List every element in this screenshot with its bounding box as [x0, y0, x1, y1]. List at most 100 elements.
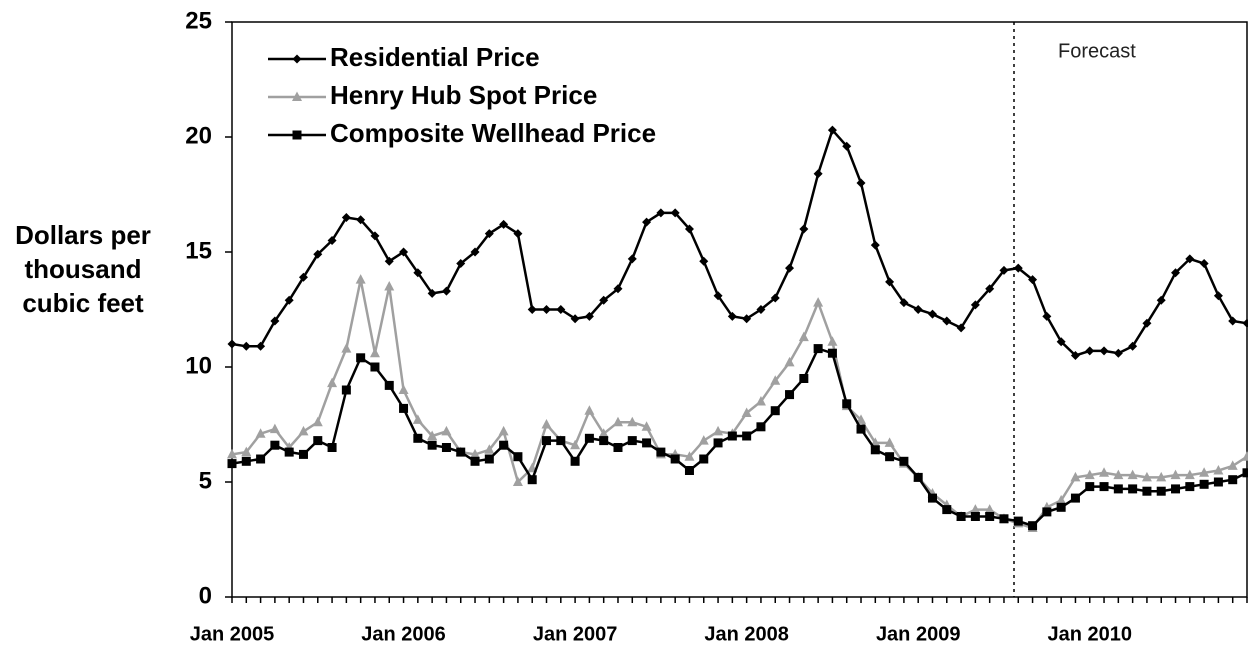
data-point: [270, 440, 280, 450]
data-point: [527, 475, 537, 485]
data-point: [1056, 337, 1066, 347]
x-tick-label: Jan 2009: [876, 623, 961, 645]
data-point: [999, 514, 1009, 524]
data-point: [570, 456, 580, 466]
data-point: [784, 356, 795, 367]
data-point: [842, 399, 852, 409]
data-point: [1113, 348, 1123, 358]
data-point: [713, 425, 724, 436]
data-point: [742, 314, 752, 324]
data-point: [770, 293, 780, 303]
data-point: [1028, 521, 1038, 531]
data-point: [1028, 275, 1038, 285]
data-point: [942, 316, 952, 326]
data-point: [1156, 486, 1166, 496]
data-point: [999, 265, 1009, 275]
data-point: [513, 229, 523, 239]
data-point: [856, 424, 866, 434]
data-point: [412, 414, 423, 424]
data-point: [1099, 346, 1109, 356]
data-point: [227, 339, 237, 349]
data-point: [598, 428, 609, 438]
y-tick-label: 20: [185, 122, 212, 149]
data-point: [642, 438, 652, 448]
data-point: [413, 433, 423, 443]
data-point: [1085, 482, 1095, 492]
data-point: [670, 208, 680, 218]
data-point: [1142, 486, 1152, 496]
data-point: [884, 437, 895, 447]
data-point: [913, 305, 923, 314]
data-point: [356, 215, 366, 225]
data-point: [870, 240, 880, 250]
data-point: [1228, 316, 1238, 326]
data-point: [1184, 469, 1195, 480]
data-point: [256, 454, 266, 464]
forecast-annotation: Forecast: [1058, 40, 1136, 62]
data-point: [827, 125, 837, 135]
data-point: [384, 281, 395, 291]
data-point: [341, 343, 352, 353]
data-point: [727, 311, 737, 321]
data-point: [770, 375, 781, 385]
data-point: [1156, 471, 1167, 482]
data-point: [756, 422, 766, 432]
data-point: [899, 456, 909, 466]
data-point: [298, 425, 309, 436]
data-point: [384, 380, 394, 390]
x-tick-label: Jan 2005: [190, 623, 275, 645]
y-axis-label: Dollars per thousand cubic feet: [15, 220, 151, 318]
data-point: [1242, 318, 1248, 328]
data-point: [341, 385, 351, 395]
data-point: [284, 295, 294, 305]
data-point: [713, 438, 723, 448]
data-point: [813, 344, 823, 354]
data-point: [856, 178, 866, 188]
data-point: [312, 416, 323, 427]
data-point: [1056, 502, 1066, 512]
data-point: [355, 274, 366, 284]
data-point: [798, 331, 809, 342]
data-point: [556, 305, 566, 314]
data-point: [627, 416, 638, 427]
data-point: [499, 440, 509, 450]
data-point: [327, 236, 337, 245]
plot-frame: [231, 21, 1248, 598]
data-point: [613, 284, 623, 294]
data-point: [627, 254, 637, 264]
data-point: [1199, 479, 1209, 489]
data-point: [1013, 516, 1023, 526]
data-point: [913, 472, 923, 482]
legend-label: Henry Hub Spot Price: [330, 80, 597, 110]
data-point: [1142, 318, 1152, 328]
data-point: [427, 430, 438, 440]
data-point: [499, 219, 509, 229]
data-point: [842, 141, 852, 151]
data-point: [227, 459, 237, 469]
data-point: [656, 208, 666, 218]
data-point: [599, 436, 609, 446]
data-point: [241, 341, 251, 351]
data-point: [927, 493, 937, 503]
data-point: [470, 448, 481, 459]
data-point: [1227, 460, 1238, 470]
data-point: [1042, 507, 1052, 517]
y-tick-label: 5: [199, 467, 212, 494]
data-point: [613, 443, 623, 452]
data-point: [1113, 469, 1124, 480]
data-point: [599, 295, 609, 305]
data-point: [484, 229, 494, 239]
data-point: [1171, 484, 1181, 494]
data-point: [1127, 469, 1138, 480]
data-point: [313, 436, 323, 446]
legend-label: Composite Wellhead Price: [330, 118, 656, 148]
data-point: [1170, 469, 1181, 480]
data-point: [370, 362, 380, 372]
series-line: [231, 127, 1248, 357]
data-point: [484, 454, 494, 464]
data-point: [298, 272, 308, 282]
data-point: [584, 405, 595, 415]
data-point: [1099, 467, 1110, 477]
data-point: [327, 377, 338, 388]
